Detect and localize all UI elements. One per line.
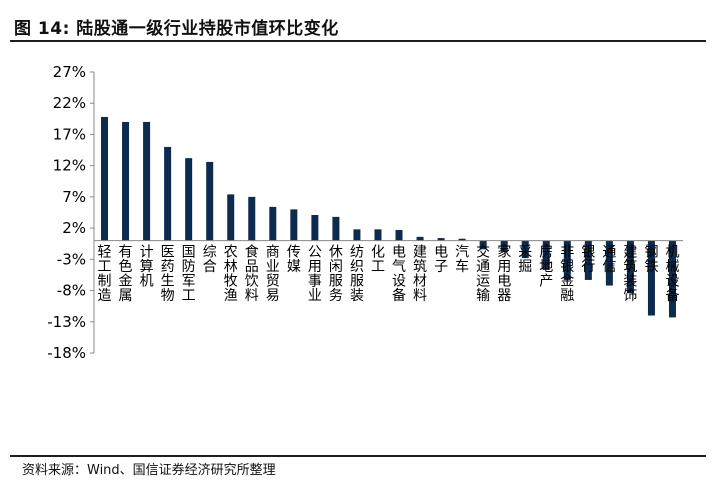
- bar-chart: 27% 22% 17% 12% 7% 2% -3% -8% -13% -18% 轻工制造有色金属计…: [47, 63, 683, 362]
- y-tick-label: 27%: [53, 63, 86, 81]
- bar: [269, 206, 277, 241]
- x-tick-label: 国防军工: [182, 245, 196, 305]
- bar: [437, 238, 445, 241]
- bar: [353, 229, 361, 241]
- bar: [122, 121, 130, 241]
- x-tick-label: 汽车: [455, 245, 469, 276]
- bar: [668, 240, 676, 318]
- bar: [185, 158, 193, 241]
- x-tick-label: 纺织服装: [350, 245, 364, 305]
- bar: [458, 238, 466, 241]
- x-tick-label: 公用事业: [308, 245, 322, 305]
- x-tick-label: 轻工制造: [98, 245, 112, 305]
- x-tick-label: 综合: [203, 245, 217, 276]
- bar: [101, 116, 109, 241]
- bar: [626, 240, 634, 294]
- source-note: 资料来源：Wind、国信证券经济研究所整理: [22, 463, 276, 478]
- x-tick-label: 机械设备: [665, 245, 679, 305]
- bar: [605, 240, 613, 286]
- x-tick-label: 建筑装饰: [623, 245, 637, 305]
- y-tick-label: -18%: [47, 344, 86, 362]
- x-tick-label: 交通运输: [476, 244, 490, 305]
- bar: [374, 229, 382, 241]
- bar: [332, 216, 340, 241]
- bar: [227, 194, 235, 241]
- x-tick-label: 计算机: [140, 245, 154, 290]
- y-axis: 27% 22% 17% 12% 7% 2% -3% -8% -13% -18%: [47, 63, 95, 362]
- x-tick-label: 食品饮料: [245, 244, 259, 305]
- y-tick-label: -13%: [47, 313, 86, 331]
- x-tick-label: 采掘: [518, 245, 532, 276]
- x-tick-label: 通信: [602, 245, 616, 276]
- bar: [143, 121, 151, 241]
- x-tick-label: 医药生物: [161, 245, 175, 305]
- bar: [290, 209, 298, 241]
- title-bar: 图 14: 陆股通一级行业持股市值环比变化: [10, 8, 706, 42]
- x-tick-label: 家用电器: [497, 244, 511, 305]
- bar: [479, 240, 487, 250]
- y-tick-label: 7%: [62, 188, 86, 206]
- y-tick-label: 12%: [53, 157, 86, 175]
- bar: [311, 214, 319, 241]
- bar: [500, 240, 508, 252]
- y-tick-label: 2%: [62, 219, 86, 237]
- bar: [395, 229, 403, 241]
- x-tick-label: 非银金融: [560, 245, 574, 305]
- x-axis-labels: 轻工制造有色金属计算机医药生物国防军工综合农林牧渔食品饮料商业贸易传媒公用事业休…: [98, 244, 680, 305]
- bar: [563, 240, 571, 280]
- x-tick-label: 银行: [581, 245, 595, 276]
- x-tick-label: 房地产: [539, 245, 553, 290]
- bar: [206, 161, 214, 241]
- bar: [416, 236, 424, 241]
- x-tick-label: 化工: [371, 245, 385, 276]
- x-tick-label: 休闲服务: [329, 245, 343, 305]
- y-tick-label: 17%: [53, 125, 86, 143]
- x-tick-label: 建筑材料: [413, 245, 427, 305]
- source-divider: [10, 455, 706, 457]
- bars: [101, 116, 676, 318]
- x-tick-label: 有色金属: [119, 245, 133, 305]
- x-tick-label: 电子: [434, 245, 448, 276]
- bar: [584, 240, 592, 280]
- bar: [248, 196, 256, 241]
- bar: [521, 240, 529, 259]
- y-tick-label: -8%: [57, 282, 86, 300]
- bar: [164, 146, 172, 241]
- bar: [647, 240, 655, 316]
- chart-title: 图 14: 陆股通一级行业持股市值环比变化: [14, 19, 339, 39]
- x-tick-label: 传媒: [287, 245, 301, 276]
- x-tick-label: 农林牧渔: [224, 245, 238, 305]
- bar: [542, 240, 550, 270]
- y-tick-label: 22%: [53, 94, 86, 112]
- x-tick-label: 商业贸易: [266, 245, 280, 305]
- y-tick-label: -3%: [57, 250, 86, 268]
- x-tick-label: 钢铁: [644, 245, 658, 276]
- x-tick-label: 电气设备: [392, 245, 406, 305]
